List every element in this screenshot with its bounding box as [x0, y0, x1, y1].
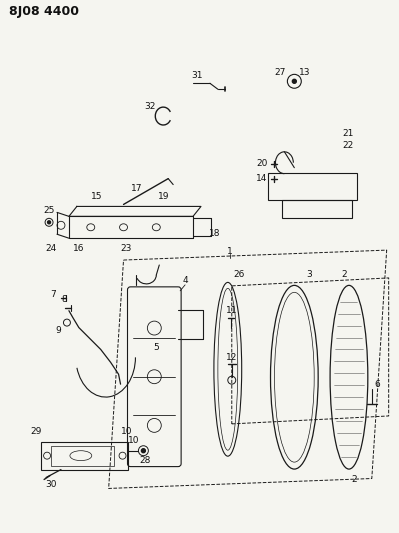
Text: 20: 20: [256, 159, 267, 168]
Text: 19: 19: [158, 192, 169, 201]
Text: 18: 18: [209, 229, 221, 238]
Bar: [41, 442, 128, 470]
Text: 28: 28: [140, 456, 151, 465]
Text: 27: 27: [275, 68, 286, 77]
Text: 22: 22: [342, 141, 353, 150]
Text: 23: 23: [121, 244, 132, 253]
Text: 32: 32: [145, 102, 156, 111]
Text: 7: 7: [50, 290, 56, 300]
Text: 8J08 4400: 8J08 4400: [9, 5, 79, 18]
Bar: [51, 446, 114, 466]
Text: 12: 12: [226, 353, 237, 362]
Text: 17: 17: [131, 184, 142, 193]
Text: 13: 13: [298, 68, 310, 77]
Text: 11: 11: [226, 306, 237, 315]
Circle shape: [47, 221, 51, 224]
Text: 15: 15: [91, 192, 103, 201]
Text: 31: 31: [191, 71, 203, 80]
Text: 16: 16: [73, 244, 85, 253]
Text: 3: 3: [306, 270, 312, 279]
Text: 9: 9: [55, 326, 61, 335]
Text: 14: 14: [256, 174, 267, 183]
Text: 4: 4: [182, 277, 188, 285]
Text: 21: 21: [342, 130, 354, 139]
Text: 30: 30: [45, 480, 57, 489]
Text: 26: 26: [234, 270, 245, 279]
Text: 25: 25: [43, 206, 55, 215]
Text: 2: 2: [341, 270, 347, 279]
Circle shape: [141, 449, 145, 453]
Text: 29: 29: [30, 427, 42, 437]
Text: 1: 1: [227, 247, 233, 256]
Text: 6: 6: [374, 379, 379, 389]
Circle shape: [292, 79, 296, 83]
Text: 8: 8: [61, 295, 67, 304]
Text: 5: 5: [154, 343, 159, 352]
Text: 24: 24: [45, 244, 57, 253]
Text: 2: 2: [351, 475, 357, 484]
Text: 10: 10: [128, 437, 139, 445]
Text: 10: 10: [121, 427, 132, 437]
